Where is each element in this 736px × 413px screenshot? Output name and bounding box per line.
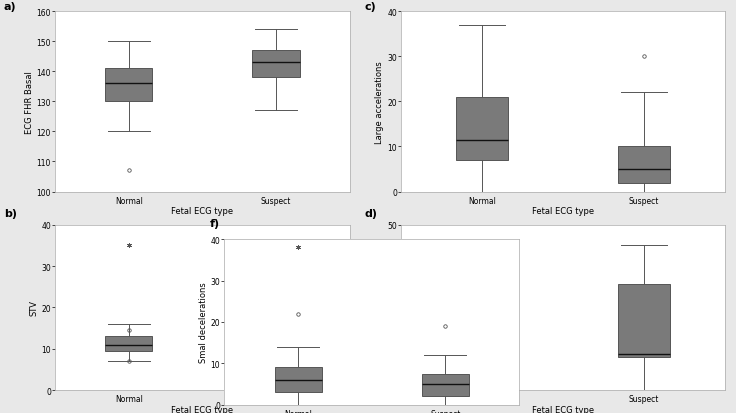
Y-axis label: Low variability(%): Low variability(%) <box>375 270 384 345</box>
Bar <box>618 147 670 183</box>
Y-axis label: Large accelerations: Large accelerations <box>375 61 384 143</box>
X-axis label: Fetal ECG type: Fetal ECG type <box>532 405 594 413</box>
Bar <box>252 51 300 78</box>
Bar <box>252 347 300 359</box>
Bar <box>275 368 322 392</box>
X-axis label: Fetal ECG type: Fetal ECG type <box>532 206 594 216</box>
Y-axis label: STV: STV <box>29 300 38 316</box>
Bar <box>105 69 152 102</box>
Y-axis label: Smal decelerations: Smal decelerations <box>199 282 208 363</box>
X-axis label: Fetal ECG type: Fetal ECG type <box>171 206 233 216</box>
Bar <box>105 337 152 351</box>
X-axis label: Fetal ECG type: Fetal ECG type <box>171 405 233 413</box>
Bar <box>618 285 670 357</box>
Text: b): b) <box>4 209 17 218</box>
Y-axis label: ECG FHR Basal: ECG FHR Basal <box>25 71 34 133</box>
Bar <box>422 374 469 396</box>
Bar <box>456 374 508 390</box>
Text: f): f) <box>210 219 220 229</box>
Text: c): c) <box>364 2 376 12</box>
Text: a): a) <box>4 2 16 12</box>
Bar <box>456 98 508 161</box>
Text: d): d) <box>364 209 378 218</box>
